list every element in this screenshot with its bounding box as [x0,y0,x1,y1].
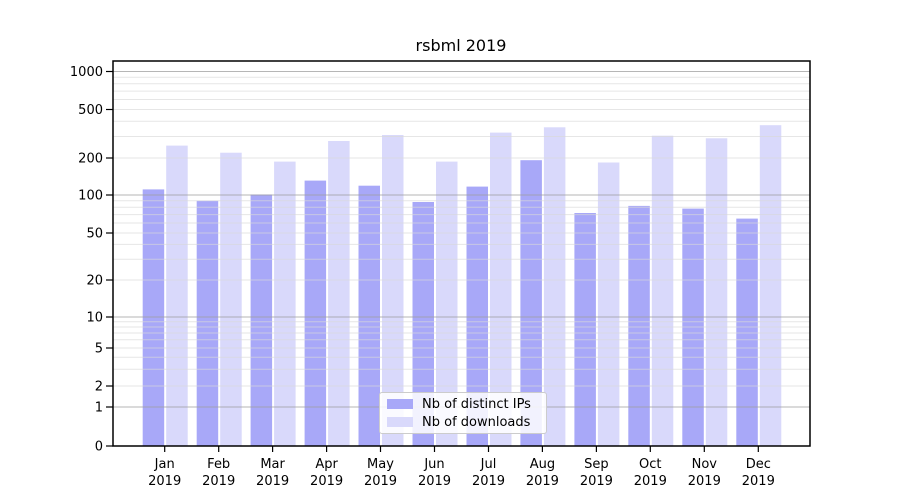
x-tick-label-year: 2019 [526,474,559,489]
bar-downloads-apr [328,141,350,446]
x-tick-label-year: 2019 [418,474,451,489]
x-tick-label-month: Jun [423,457,444,472]
gridlines-group [113,70,810,408]
bar-downloads-feb [220,152,242,446]
y-tick-label: 10 [86,311,103,326]
x-tick-label-month: May [367,457,394,472]
y-tick-label: 1000 [70,65,103,80]
y-tick-label: 5 [95,342,103,357]
bar-distinct-ips-oct [628,205,650,446]
y-tick-label: 1 [95,401,103,416]
x-tick-label-month: Feb [207,457,230,472]
y-tick-label: 20 [86,274,103,289]
bar-distinct-ips-apr [304,180,327,446]
axes-group: 0 1 2 5 10 20 50 100 200 500 1000 Jan 2019 Feb 2019 Mar… [70,60,811,489]
x-tick-label-month: Jan [154,457,175,472]
chart-legend: Nb of distinct IPs Nb of downloads [379,392,547,434]
x-tick-label-month: Oct [639,457,661,472]
x-tick-label-year: 2019 [742,474,775,489]
x-tick-label-year: 2019 [202,474,235,489]
bar-downloads-jan [166,145,188,446]
x-tick-label-month: Mar [260,457,285,472]
bar-downloads-mar [274,161,296,446]
bar-downloads-jul [490,132,512,446]
bar-distinct-ips-sep [574,213,596,446]
bar-distinct-ips-mar [250,194,273,446]
bar-downloads-sep [597,162,620,446]
bar-distinct-ips-jan [142,189,165,446]
bar-distinct-ips-dec [736,218,758,446]
x-tick-label-month: Apr [315,457,338,472]
y-tick-label: 200 [78,152,103,167]
bar-downloads-nov [705,138,728,447]
x-tick-label-year: 2019 [148,474,181,489]
legend-label-distinct-ips: Nb of distinct IPs [422,396,531,412]
bar-distinct-ips-may [358,185,380,446]
x-tick-label-year: 2019 [310,474,343,489]
bar-distinct-ips-feb [196,200,219,446]
legend-swatch-distinct-ips [387,399,413,409]
bar-distinct-ips-aug [520,160,542,446]
legend-label-downloads: Nb of downloads [422,414,531,430]
x-tick-label-year: 2019 [688,474,721,489]
bar-downloads-aug [543,127,566,447]
chart-title: rsbml 2019 [416,36,507,55]
x-tick-label-year: 2019 [634,474,667,489]
bar-downloads-oct [651,135,674,446]
x-tick-label-year: 2019 [364,474,397,489]
y-tick-label: 2 [95,380,103,395]
legend-swatch-downloads [387,417,413,427]
legend-item-distinct-ips: Nb of distinct IPs [387,397,538,412]
bar-downloads-may [382,135,404,446]
y-tick-label: 100 [78,189,103,204]
x-tick-label-year: 2019 [472,474,505,489]
x-tick-label-month: Sep [584,457,609,472]
x-tick-label-month: Jul [480,457,497,472]
bar-distinct-ips-jul [466,186,488,446]
y-tick-label: 0 [95,440,103,455]
x-tick-label-month: Nov [692,457,718,472]
x-tick-label-year: 2019 [580,474,613,489]
y-tick-label: 500 [78,103,103,118]
y-tick-label: 50 [86,227,103,242]
x-tick-label-month: Aug [530,457,555,472]
x-tick-label-year: 2019 [256,474,289,489]
plot-border [112,60,811,447]
bar-downloads-dec [759,125,782,446]
bar-distinct-ips-jun [412,202,434,446]
legend-item-downloads: Nb of downloads [387,415,538,430]
x-tick-label-month: Dec [746,457,771,472]
